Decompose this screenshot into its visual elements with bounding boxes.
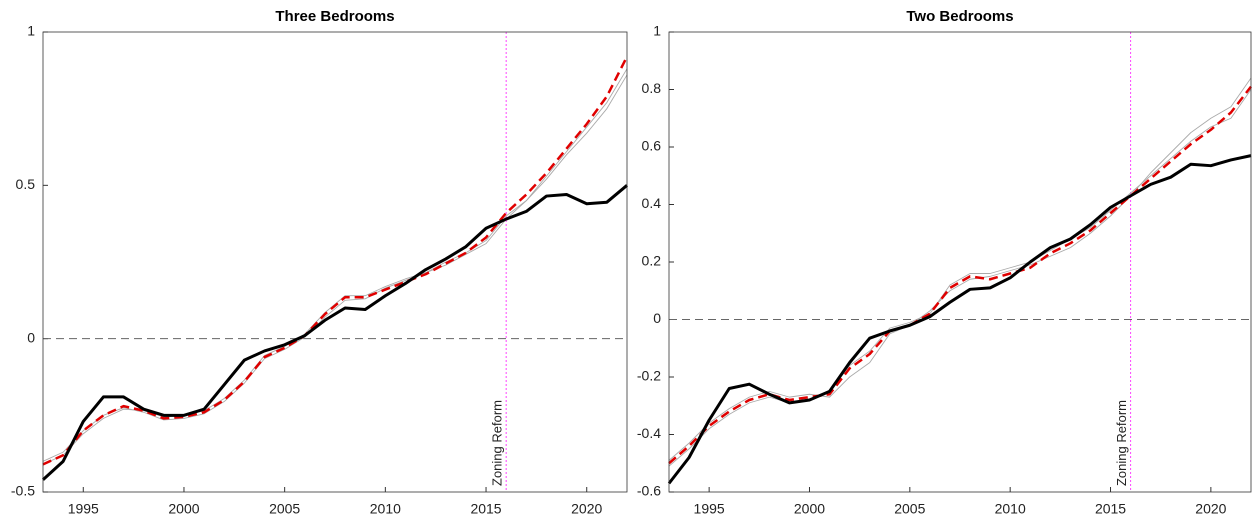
y-tick-label: -0.2 <box>637 368 661 384</box>
y-tick-label: -0.6 <box>637 483 661 499</box>
event-label: Zoning Reform <box>490 400 505 486</box>
x-tick-label: 2000 <box>794 501 825 517</box>
series-line <box>668 85 1252 465</box>
y-tick-label: 0.4 <box>642 195 662 211</box>
x-tick-label: 2010 <box>995 501 1026 517</box>
x-tick-label: 2010 <box>370 501 401 517</box>
x-tick-label: 2015 <box>1095 501 1126 517</box>
y-tick-label: 0.8 <box>642 80 662 96</box>
series-line <box>42 55 629 466</box>
y-tick-label: 1 <box>653 23 661 39</box>
y-tick-label: 1 <box>27 23 35 39</box>
plot-frame <box>668 31 1252 493</box>
x-tick-label: 2005 <box>894 501 925 517</box>
x-tick-label: 2015 <box>470 501 501 517</box>
x-tick-label: 2020 <box>1195 501 1226 517</box>
chart: Two Bedrooms -0.6 -0.4 -0.2 0 0.2 0.4 0.6 0.8 1 19… <box>637 8 1252 517</box>
x-tick-label: 2020 <box>571 501 602 517</box>
y-tick-label: 0.5 <box>16 176 36 192</box>
x-tick-label: 2005 <box>269 501 300 517</box>
chart: Three Bedrooms -0.5 0 0.5 1 1995 2000 2005 2010 2… <box>11 8 629 517</box>
y-tick-label: 0.6 <box>642 138 662 154</box>
x-tick-label: 1995 <box>694 501 725 517</box>
y-tick-label: 0 <box>653 310 661 326</box>
y-tick-label: 0 <box>27 329 35 345</box>
plot-area <box>43 32 627 492</box>
y-tick-label: -0.4 <box>637 425 661 441</box>
series-line <box>668 89 1252 467</box>
plot-area <box>669 32 1251 492</box>
chart-title: Two Bedrooms <box>906 8 1013 25</box>
x-tick-label: 2000 <box>168 501 199 517</box>
x-tick-label: 1995 <box>68 501 99 517</box>
series-line <box>667 154 1252 485</box>
series-line <box>41 184 628 481</box>
plot-frame <box>42 31 628 493</box>
y-tick-label: -0.5 <box>11 483 35 499</box>
chart-title: Three Bedrooms <box>275 8 394 25</box>
y-tick-label: 0.2 <box>642 253 662 269</box>
event-label: Zoning Reform <box>1114 400 1129 486</box>
